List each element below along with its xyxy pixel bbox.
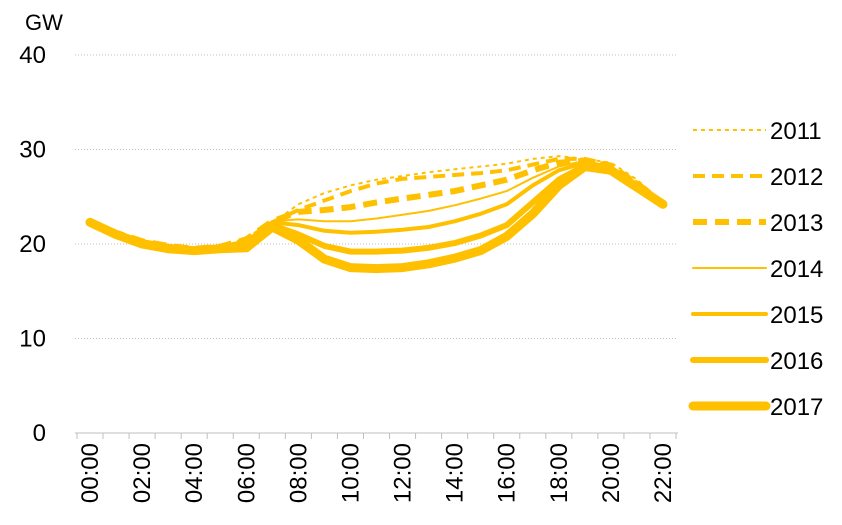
x-tick-label: 14:00 [442, 443, 469, 503]
y-tick-label: 20 [19, 231, 46, 258]
x-tick-label: 04:00 [181, 443, 208, 503]
legend-label-2013: 2013 [770, 210, 823, 237]
legend: 2011 2012 2013 2014 2015 2016 2017 [688, 118, 823, 421]
legend-label-2011: 2011 [770, 118, 822, 145]
x-tick-label: 08:00 [285, 443, 312, 503]
legend-label-2012: 2012 [770, 164, 823, 191]
y-tick-label: 40 [19, 42, 46, 69]
x-tick-label: 20:00 [598, 443, 625, 503]
y-tick-label: 0 [33, 420, 46, 447]
legend-label-2014: 2014 [770, 256, 823, 283]
x-tick-label: 18:00 [546, 443, 573, 503]
x-tick-label: 22:00 [650, 443, 677, 503]
grid [75, 54, 678, 339]
unit-label: GW [25, 10, 63, 35]
y-tick-label: 10 [19, 326, 46, 353]
series-line-2017 [85, 162, 668, 274]
x-tick-label: 00:00 [77, 443, 104, 503]
y-tick-label: 30 [19, 137, 46, 164]
x-tick-label: 16:00 [494, 443, 521, 503]
legend-label-2016: 2016 [770, 348, 823, 375]
axes: 0 10 20 30 40 00:00 02:00 04:00 06:00 08:00 10:00 1… [19, 42, 678, 503]
series-line-2016 [87, 162, 666, 255]
x-tick-label: 10:00 [337, 443, 364, 503]
x-tick-label: 12:00 [390, 443, 417, 503]
legend-label-2017: 2017 [770, 394, 823, 421]
legend-label-2015: 2015 [770, 302, 823, 329]
x-tick-label: 06:00 [233, 443, 260, 503]
series-lines [85, 155, 668, 274]
x-tick-label: 02:00 [129, 443, 156, 503]
